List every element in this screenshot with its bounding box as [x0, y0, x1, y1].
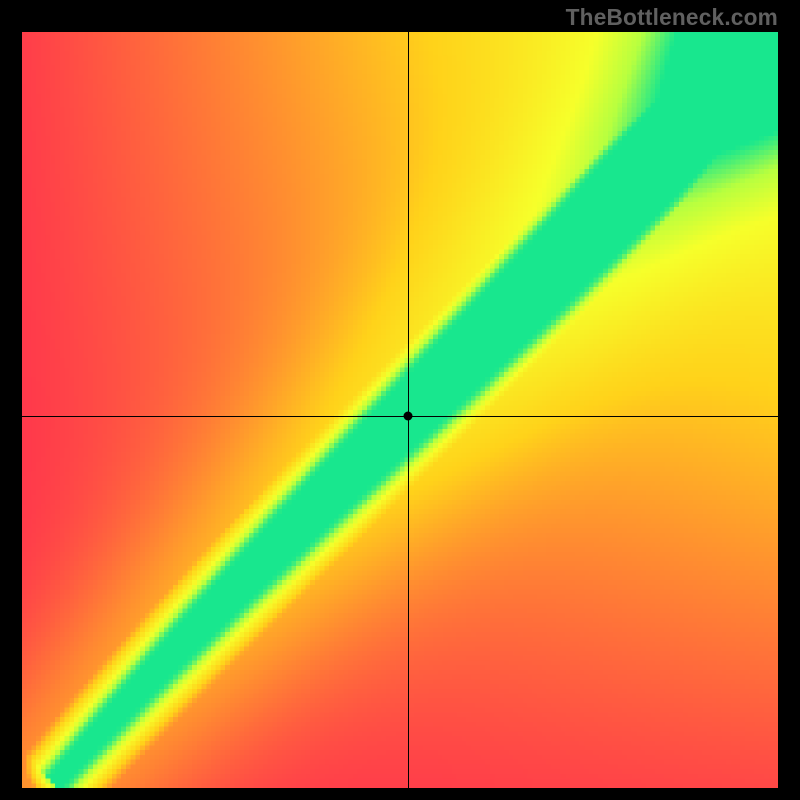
operating-point-marker	[403, 412, 412, 421]
watermark-text: TheBottleneck.com	[566, 4, 778, 31]
bottleneck-heatmap	[22, 32, 778, 788]
heatmap-plot-frame	[22, 32, 778, 788]
crosshair-horizontal	[22, 416, 778, 417]
crosshair-vertical	[408, 32, 409, 788]
